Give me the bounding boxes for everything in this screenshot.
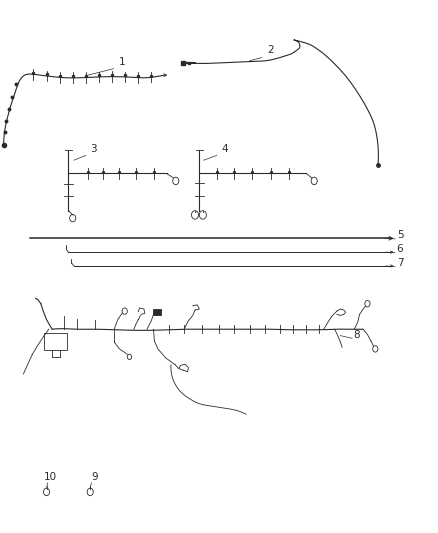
- Text: 6: 6: [397, 244, 403, 254]
- Text: 7: 7: [397, 258, 403, 268]
- Text: 5: 5: [397, 230, 403, 240]
- Text: 9: 9: [92, 472, 98, 482]
- Text: 1: 1: [119, 57, 125, 67]
- Text: 8: 8: [353, 330, 360, 340]
- Bar: [44, 334, 67, 351]
- Text: 10: 10: [43, 472, 57, 482]
- Bar: [152, 309, 161, 316]
- Text: 3: 3: [90, 144, 97, 154]
- Text: 2: 2: [267, 45, 274, 55]
- Text: 4: 4: [221, 144, 228, 154]
